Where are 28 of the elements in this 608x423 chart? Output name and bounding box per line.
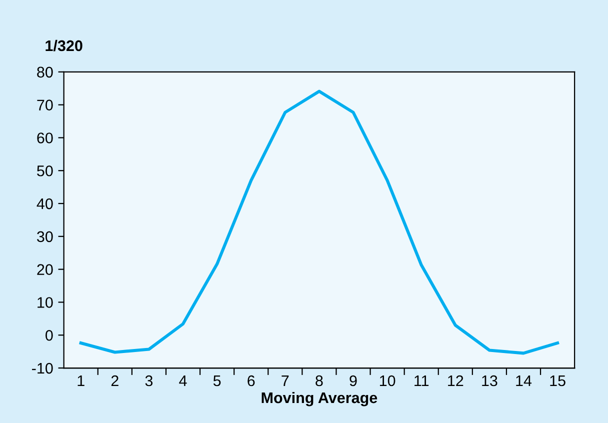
x-tick-label: 12 — [448, 375, 464, 386]
y-tick-label: 20 — [37, 264, 53, 275]
y-tick-label: -10 — [32, 362, 53, 374]
x-tick-label: 4 — [179, 376, 187, 386]
x-tick-label: 5 — [213, 376, 221, 386]
y-tick-label: 60 — [37, 132, 53, 144]
x-axis-title: Moving Average — [262, 392, 378, 406]
x-tick-label: 7 — [282, 376, 289, 386]
y-tick-label: 10 — [38, 297, 53, 308]
x-tick-label: 15 — [550, 376, 566, 386]
x-tick-label: 8 — [316, 375, 323, 386]
x-tick-label: 14 — [516, 376, 532, 386]
x-tick-label: 1 — [78, 376, 84, 386]
y-tick-label: 50 — [37, 165, 53, 176]
x-tick-label: 6 — [248, 375, 255, 386]
x-tick-label: 10 — [380, 375, 396, 386]
y-tick-label: 40 — [36, 198, 53, 210]
x-tick-label: 3 — [145, 375, 153, 386]
x-tick-label: 2 — [111, 375, 118, 386]
x-tick-label: 13 — [482, 375, 498, 386]
y-tick-label: 30 — [37, 231, 53, 242]
y-tick-label: 0 — [46, 330, 53, 341]
line-series — [79, 90, 560, 355]
x-tick-label: 9 — [350, 375, 357, 386]
x-tick-label: 11 — [414, 376, 429, 386]
y-axis-title: 1/320 — [46, 40, 82, 52]
y-tick-label: 80 — [37, 66, 53, 78]
y-tick-label: 70 — [37, 100, 53, 110]
